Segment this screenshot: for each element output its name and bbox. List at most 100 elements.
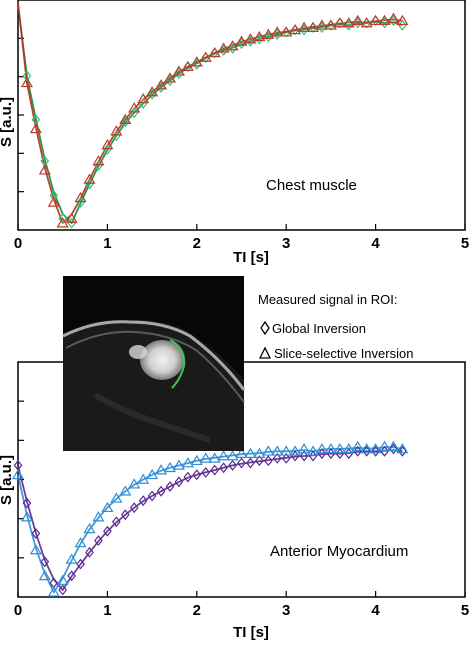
triangle-marker xyxy=(235,35,248,46)
diamond-marker xyxy=(156,81,166,93)
diamond-marker xyxy=(219,462,228,474)
triangle-marker xyxy=(20,76,33,88)
triangle-marker xyxy=(387,440,400,451)
triangle-marker xyxy=(74,191,87,203)
diamond-marker xyxy=(362,445,372,457)
triangle-marker xyxy=(217,450,230,461)
diamond-marker xyxy=(85,178,94,190)
x-tick-label: 1 xyxy=(103,235,111,252)
diamond-marker xyxy=(111,516,121,528)
triangle-marker xyxy=(172,65,185,76)
diamond-marker xyxy=(165,75,175,86)
triangle-marker xyxy=(110,492,123,503)
triangle-marker xyxy=(351,14,364,26)
diamond-marker xyxy=(389,15,398,27)
diamond-marker xyxy=(103,525,112,537)
triangle-marker xyxy=(181,60,194,72)
x-tick-label: 4 xyxy=(371,602,380,619)
diamond-marker xyxy=(389,443,398,455)
triangle-marker xyxy=(289,23,302,35)
triangle-marker xyxy=(181,457,194,468)
diamond-marker xyxy=(255,33,264,45)
diamond-marker xyxy=(22,497,32,509)
triangle-marker xyxy=(324,19,337,30)
diamond-marker xyxy=(76,558,85,570)
diamond-marker xyxy=(255,455,264,467)
triangle-marker xyxy=(369,14,382,26)
diamond-marker xyxy=(398,445,407,457)
triangle-marker xyxy=(369,443,382,454)
diamond-marker xyxy=(237,457,246,469)
diamond-marker xyxy=(219,45,228,57)
data-markers xyxy=(11,440,409,597)
triangle-marker xyxy=(128,102,141,113)
x-axis-title: TI [s] xyxy=(233,249,269,266)
triangle-marker xyxy=(38,569,51,581)
fit-line xyxy=(17,449,403,591)
x-tick-label: 2 xyxy=(193,602,201,619)
triangle-marker xyxy=(47,196,60,207)
annotation-chest-muscle: Chest muscle xyxy=(266,177,357,194)
diamond-marker xyxy=(192,469,202,481)
triangle-marker xyxy=(262,28,275,39)
x-tick-label: 3 xyxy=(282,235,290,252)
triangle-marker xyxy=(92,155,105,166)
data-markers xyxy=(20,12,409,229)
anterior-myocardium-chart: 0 1 2 3 4 5 S [a.u.] TI [s] Anterior Myocardi… xyxy=(0,361,469,641)
diamond-marker xyxy=(344,19,354,31)
triangle-marker xyxy=(306,445,320,456)
triangle-marker xyxy=(235,447,248,458)
triangle-marker xyxy=(208,46,221,58)
diamond-marker xyxy=(228,42,237,54)
legend-item-slice-selective-inversion: Slice-selective Inversion xyxy=(274,346,413,361)
triangle-marker xyxy=(324,443,337,454)
triangle-marker xyxy=(351,440,364,451)
triangle-marker xyxy=(101,501,114,513)
triangle-marker xyxy=(396,443,409,454)
diamond-marker xyxy=(129,502,139,514)
triangle-marker xyxy=(360,443,373,454)
legend: Measured signal in ROI: Global Inversion… xyxy=(258,292,413,361)
diamond-marker xyxy=(272,29,282,40)
triangle-marker xyxy=(101,138,114,150)
triangle-icon xyxy=(258,346,272,359)
diamond-marker xyxy=(353,17,363,29)
triangle-marker xyxy=(56,217,69,228)
triangle-marker xyxy=(253,30,266,42)
diamond-marker xyxy=(263,31,273,43)
fit-lines xyxy=(17,446,403,594)
triangle-marker xyxy=(360,17,373,28)
x-tick-label: 1 xyxy=(103,602,111,619)
diamond-marker xyxy=(58,584,68,596)
triangle-marker xyxy=(378,440,391,451)
x-tick-label: 4 xyxy=(371,235,380,252)
annotation-anterior-myocardium: Anterior Myocardium xyxy=(270,543,408,560)
triangle-marker xyxy=(163,461,177,473)
triangle-marker xyxy=(29,122,42,134)
triangle-marker xyxy=(315,19,329,30)
triangle-marker xyxy=(74,537,87,548)
diamond-marker xyxy=(120,116,130,128)
triangle-marker xyxy=(217,42,230,53)
triangle-marker xyxy=(396,14,409,26)
x-tick-label: 2 xyxy=(193,235,201,252)
triangle-marker xyxy=(244,33,257,44)
diamond-icon xyxy=(260,320,270,336)
diamond-marker xyxy=(263,455,273,467)
triangle-marker xyxy=(226,40,239,51)
triangle-marker xyxy=(163,72,177,83)
triangle-marker xyxy=(172,459,185,470)
x-ticks: 0 1 2 3 4 5 xyxy=(14,591,469,619)
diamond-marker xyxy=(299,450,309,462)
triangle-marker xyxy=(378,14,391,26)
x-axis-title: TI [s] xyxy=(233,624,269,641)
triangle-marker xyxy=(119,113,132,124)
diamond-marker xyxy=(317,22,327,34)
diamond-marker xyxy=(94,160,103,172)
triangle-marker xyxy=(110,125,123,136)
triangle-marker xyxy=(137,473,150,484)
diamond-marker xyxy=(94,535,103,547)
diamond-marker xyxy=(40,556,50,568)
diamond-marker xyxy=(210,464,220,476)
